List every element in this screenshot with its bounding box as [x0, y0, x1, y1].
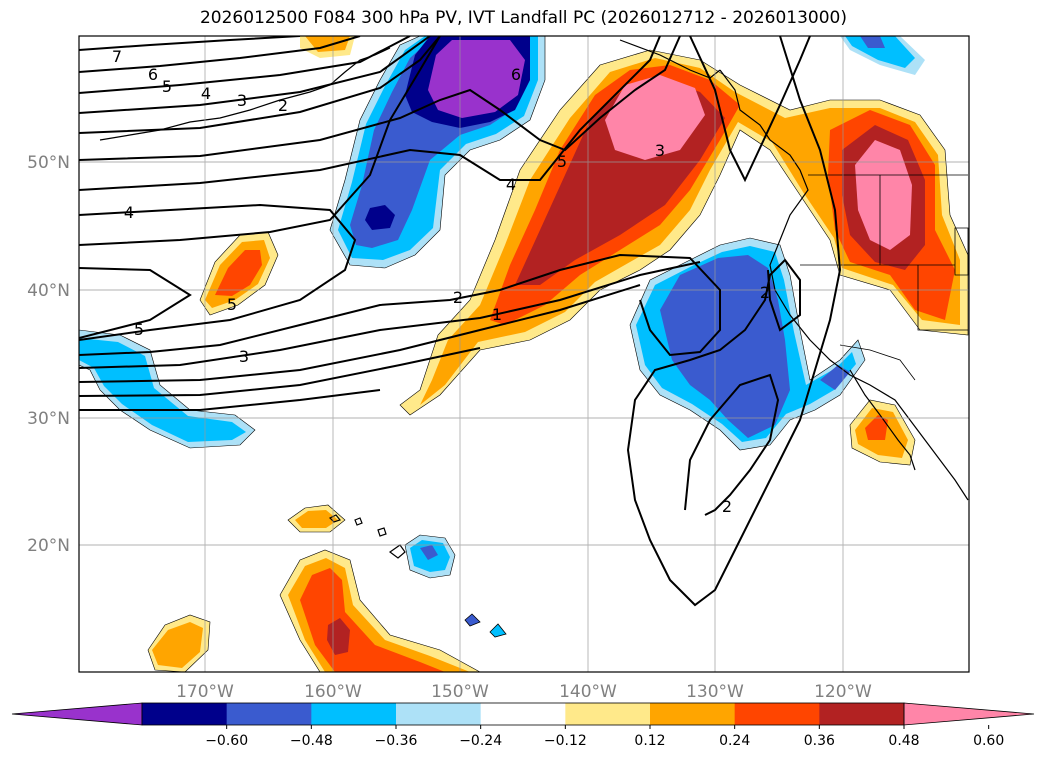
contour-label: 2	[722, 497, 732, 516]
contour-label: 4	[124, 203, 134, 222]
colorbar-tick-label: 0.12	[634, 733, 665, 749]
lon-label-140w: 140°W	[559, 682, 617, 702]
colorbar-tick-label: 0.60	[973, 733, 1004, 749]
lat-label-40n: 40°N	[27, 281, 70, 301]
contour-label: 2	[453, 288, 463, 307]
colorbar-tick-label: −0.12	[544, 733, 587, 749]
lat-label-30n: 30°N	[27, 409, 70, 429]
colorbar-swatch	[565, 703, 651, 725]
colorbar: −0.60 −0.48 −0.36 −0.24 −0.12 0.12 0.24 0.36 0.4…	[11, 702, 1035, 749]
contour-label: 2	[760, 283, 770, 302]
colorbar-tick-label: 0.48	[888, 733, 919, 749]
contour-label: 5	[557, 152, 567, 171]
colorbar-swatch	[480, 703, 566, 725]
contour-label: 5	[134, 320, 144, 339]
graticule	[79, 36, 969, 672]
colorbar-extend-min	[11, 702, 143, 726]
map-title: 2026012500 F084 300 hPa PV, IVT Landfall…	[199, 8, 847, 28]
lon-label-170w: 170°W	[176, 682, 234, 702]
negative-anomaly-north	[329, 36, 546, 269]
colorbar-tick-label: −0.60	[205, 733, 248, 749]
lat-label-50n: 50°N	[27, 153, 70, 173]
colorbar-swatch	[734, 703, 820, 725]
colorbar-swatch	[142, 703, 228, 725]
colorbar-swatch	[396, 703, 482, 725]
colorbar-tick-label: 0.24	[719, 733, 750, 749]
contour-label: 6	[511, 65, 521, 84]
colorbar-swatch	[819, 703, 905, 725]
contour-labels: 7 6 5 4 3 2 4 5 3 5 2 1 6 5 4 3 2 2	[112, 47, 770, 516]
colorbar-tick-label: 0.36	[804, 733, 835, 749]
contour-label: 3	[239, 347, 249, 366]
contour-label: 1	[492, 305, 502, 324]
lat-label-20n: 20°N	[27, 536, 70, 556]
lon-label-130w: 130°W	[686, 682, 744, 702]
colorbar-extend-max	[903, 702, 1035, 726]
colorbar-swatch	[650, 703, 736, 725]
colorbar-swatch	[226, 703, 312, 725]
colorbar-frame	[141, 702, 905, 726]
colorbar-tick-label: −0.48	[290, 733, 333, 749]
longitude-labels: 170°W 160°W 150°W 140°W 130°W 120°W	[176, 682, 872, 702]
pv-contours	[79, 36, 842, 607]
contour-label: 5	[227, 295, 237, 314]
contour-label: 4	[506, 175, 516, 194]
contour-label: 6	[148, 65, 158, 84]
colorbar-swatch	[311, 703, 397, 725]
contour-label: 5	[162, 77, 172, 96]
contour-label: 2	[278, 96, 288, 115]
lon-label-150w: 150°W	[431, 682, 489, 702]
contour-label: 4	[201, 84, 211, 103]
positive-anomaly-small-blobs	[147, 36, 916, 672]
contour-label: 3	[237, 91, 247, 110]
contour-label: 7	[112, 47, 122, 66]
map-frame	[78, 35, 970, 673]
colorbar-tick-label: −0.36	[375, 733, 418, 749]
colorbar-tick-label: −0.24	[459, 733, 502, 749]
negative-anomaly-west	[79, 36, 925, 638]
latitude-labels: 50°N 40°N 30°N 20°N	[27, 153, 70, 556]
contour-label: 3	[655, 141, 665, 160]
lon-label-120w: 120°W	[814, 682, 872, 702]
lon-label-160w: 160°W	[304, 682, 362, 702]
borders	[800, 174, 969, 381]
map-content: 7 6 5 4 3 2 4 5 3 5 2 1 6 5 4 3 2 2	[79, 36, 969, 672]
